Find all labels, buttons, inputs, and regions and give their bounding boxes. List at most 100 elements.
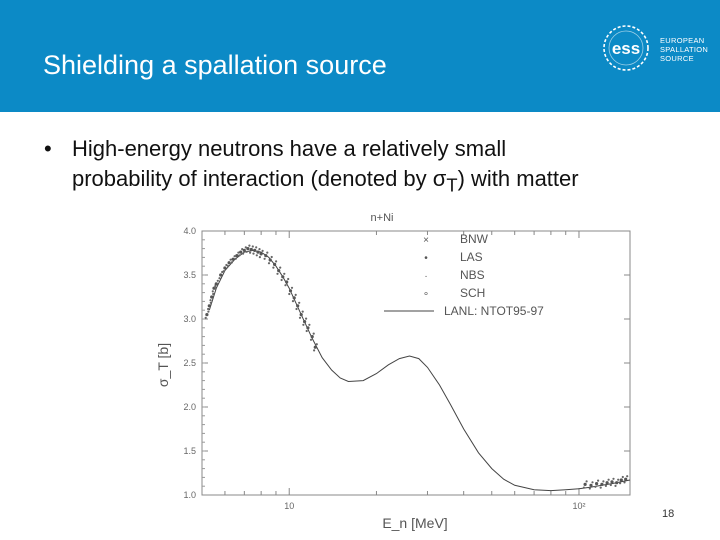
data-point [268, 258, 272, 262]
legend-marker: × [423, 235, 429, 246]
data-point [226, 264, 229, 267]
y-tick-label: 4.0 [183, 226, 196, 236]
data-point [309, 338, 313, 341]
data-point [245, 250, 248, 253]
data-point [264, 254, 268, 258]
slide-header [0, 0, 720, 112]
data-point [609, 483, 612, 487]
chart-x-axis-label: E_n [MeV] [382, 515, 447, 531]
data-point [212, 292, 215, 296]
data-point [277, 269, 281, 273]
data-point [211, 290, 214, 293]
data-point [287, 277, 290, 281]
data-point [237, 251, 240, 254]
data-point [597, 479, 600, 482]
bullet-point: • High-energy neutrons have a relatively… [44, 134, 604, 200]
data-point [230, 261, 233, 264]
data-point [605, 481, 609, 485]
legend-label: LAS [460, 250, 483, 264]
data-point [312, 332, 315, 335]
data-point [310, 335, 314, 339]
data-point [295, 307, 298, 311]
data-point [233, 255, 236, 258]
data-point [261, 249, 264, 252]
data-point [227, 261, 231, 265]
chart-axes: 1.0 1.5 2.0 2.5 3.0 3.5 4.0 10 10² [183, 226, 631, 511]
y-tick-label: 1.0 [183, 490, 196, 500]
data-point [294, 293, 297, 296]
data-point [612, 477, 615, 480]
legend-label: SCH [460, 286, 485, 300]
data-point [276, 272, 279, 275]
data-point [266, 251, 269, 254]
data-point [256, 250, 260, 254]
data-point [273, 262, 277, 266]
data-point [229, 258, 232, 261]
data-point [258, 256, 261, 259]
data-point [313, 349, 316, 352]
y-tick-label: 2.5 [183, 358, 196, 368]
data-point [214, 282, 218, 286]
data-point [207, 307, 210, 311]
y-tick-label: 3.5 [183, 270, 196, 280]
logo-mark-text: ess [612, 39, 640, 58]
chart-background [150, 205, 640, 535]
logo-line-3: SOURCE [660, 54, 694, 63]
data-point [246, 247, 250, 251]
logo-line-1: EUROPEAN [660, 36, 705, 45]
data-point [615, 481, 619, 485]
data-point [253, 248, 257, 252]
data-point [291, 300, 295, 303]
data-point [255, 254, 258, 257]
data-point [255, 246, 258, 249]
data-point [595, 482, 599, 486]
ess-logo-mark-icon: ess [603, 25, 649, 71]
data-point [305, 329, 308, 333]
data-point [610, 480, 614, 484]
data-point [301, 310, 304, 313]
y-tick-label: 2.0 [183, 402, 196, 412]
data-point [285, 280, 289, 284]
data-point [242, 252, 245, 255]
data-point [209, 299, 212, 302]
data-point [242, 248, 246, 252]
data-point [284, 284, 287, 287]
data-point [280, 278, 283, 282]
x-tick-label: 10 [284, 501, 294, 511]
data-point [207, 304, 211, 308]
data-point [582, 486, 585, 489]
bullet-text-subscript: T [446, 174, 458, 196]
x-tick-label: 10² [572, 501, 585, 511]
legend-label: NBS [460, 268, 485, 282]
data-point [218, 277, 221, 280]
chart-points-layer [204, 244, 629, 490]
data-point [298, 316, 302, 319]
chart-y-axis-label: σ_T [b] [155, 343, 171, 387]
data-point [299, 313, 303, 317]
data-point [234, 257, 237, 260]
y-tick-label: 3.0 [183, 314, 196, 324]
data-point [235, 254, 239, 258]
data-point [252, 252, 255, 255]
cross-section-chart: 1.0 1.5 2.0 2.5 3.0 3.5 4.0 10 10² × BNW • LAS · NBS ∘… [150, 205, 640, 535]
logo-wordmark: EUROPEAN SPALLATION SOURCE [660, 36, 708, 63]
data-point [589, 483, 593, 487]
data-point [238, 254, 241, 257]
chart-title: n+Ni [371, 212, 394, 224]
chart-legend: × BNW • LAS · NBS ∘ SCH LANL: NTOT95-97 [384, 232, 544, 318]
data-point [275, 260, 278, 263]
data-point [303, 320, 307, 324]
data-point [619, 482, 622, 485]
legend-label: BNW [460, 232, 489, 246]
slide-title: Shielding a spallation source [43, 50, 387, 80]
data-point [617, 478, 620, 481]
data-point [614, 484, 617, 487]
legend-marker: · [424, 271, 427, 282]
data-point [251, 245, 254, 248]
data-point [305, 317, 308, 320]
data-point [239, 250, 243, 254]
data-point [600, 482, 604, 486]
data-point [298, 301, 301, 304]
logo-line-2: SPALLATION [660, 45, 709, 54]
data-point [288, 292, 291, 296]
